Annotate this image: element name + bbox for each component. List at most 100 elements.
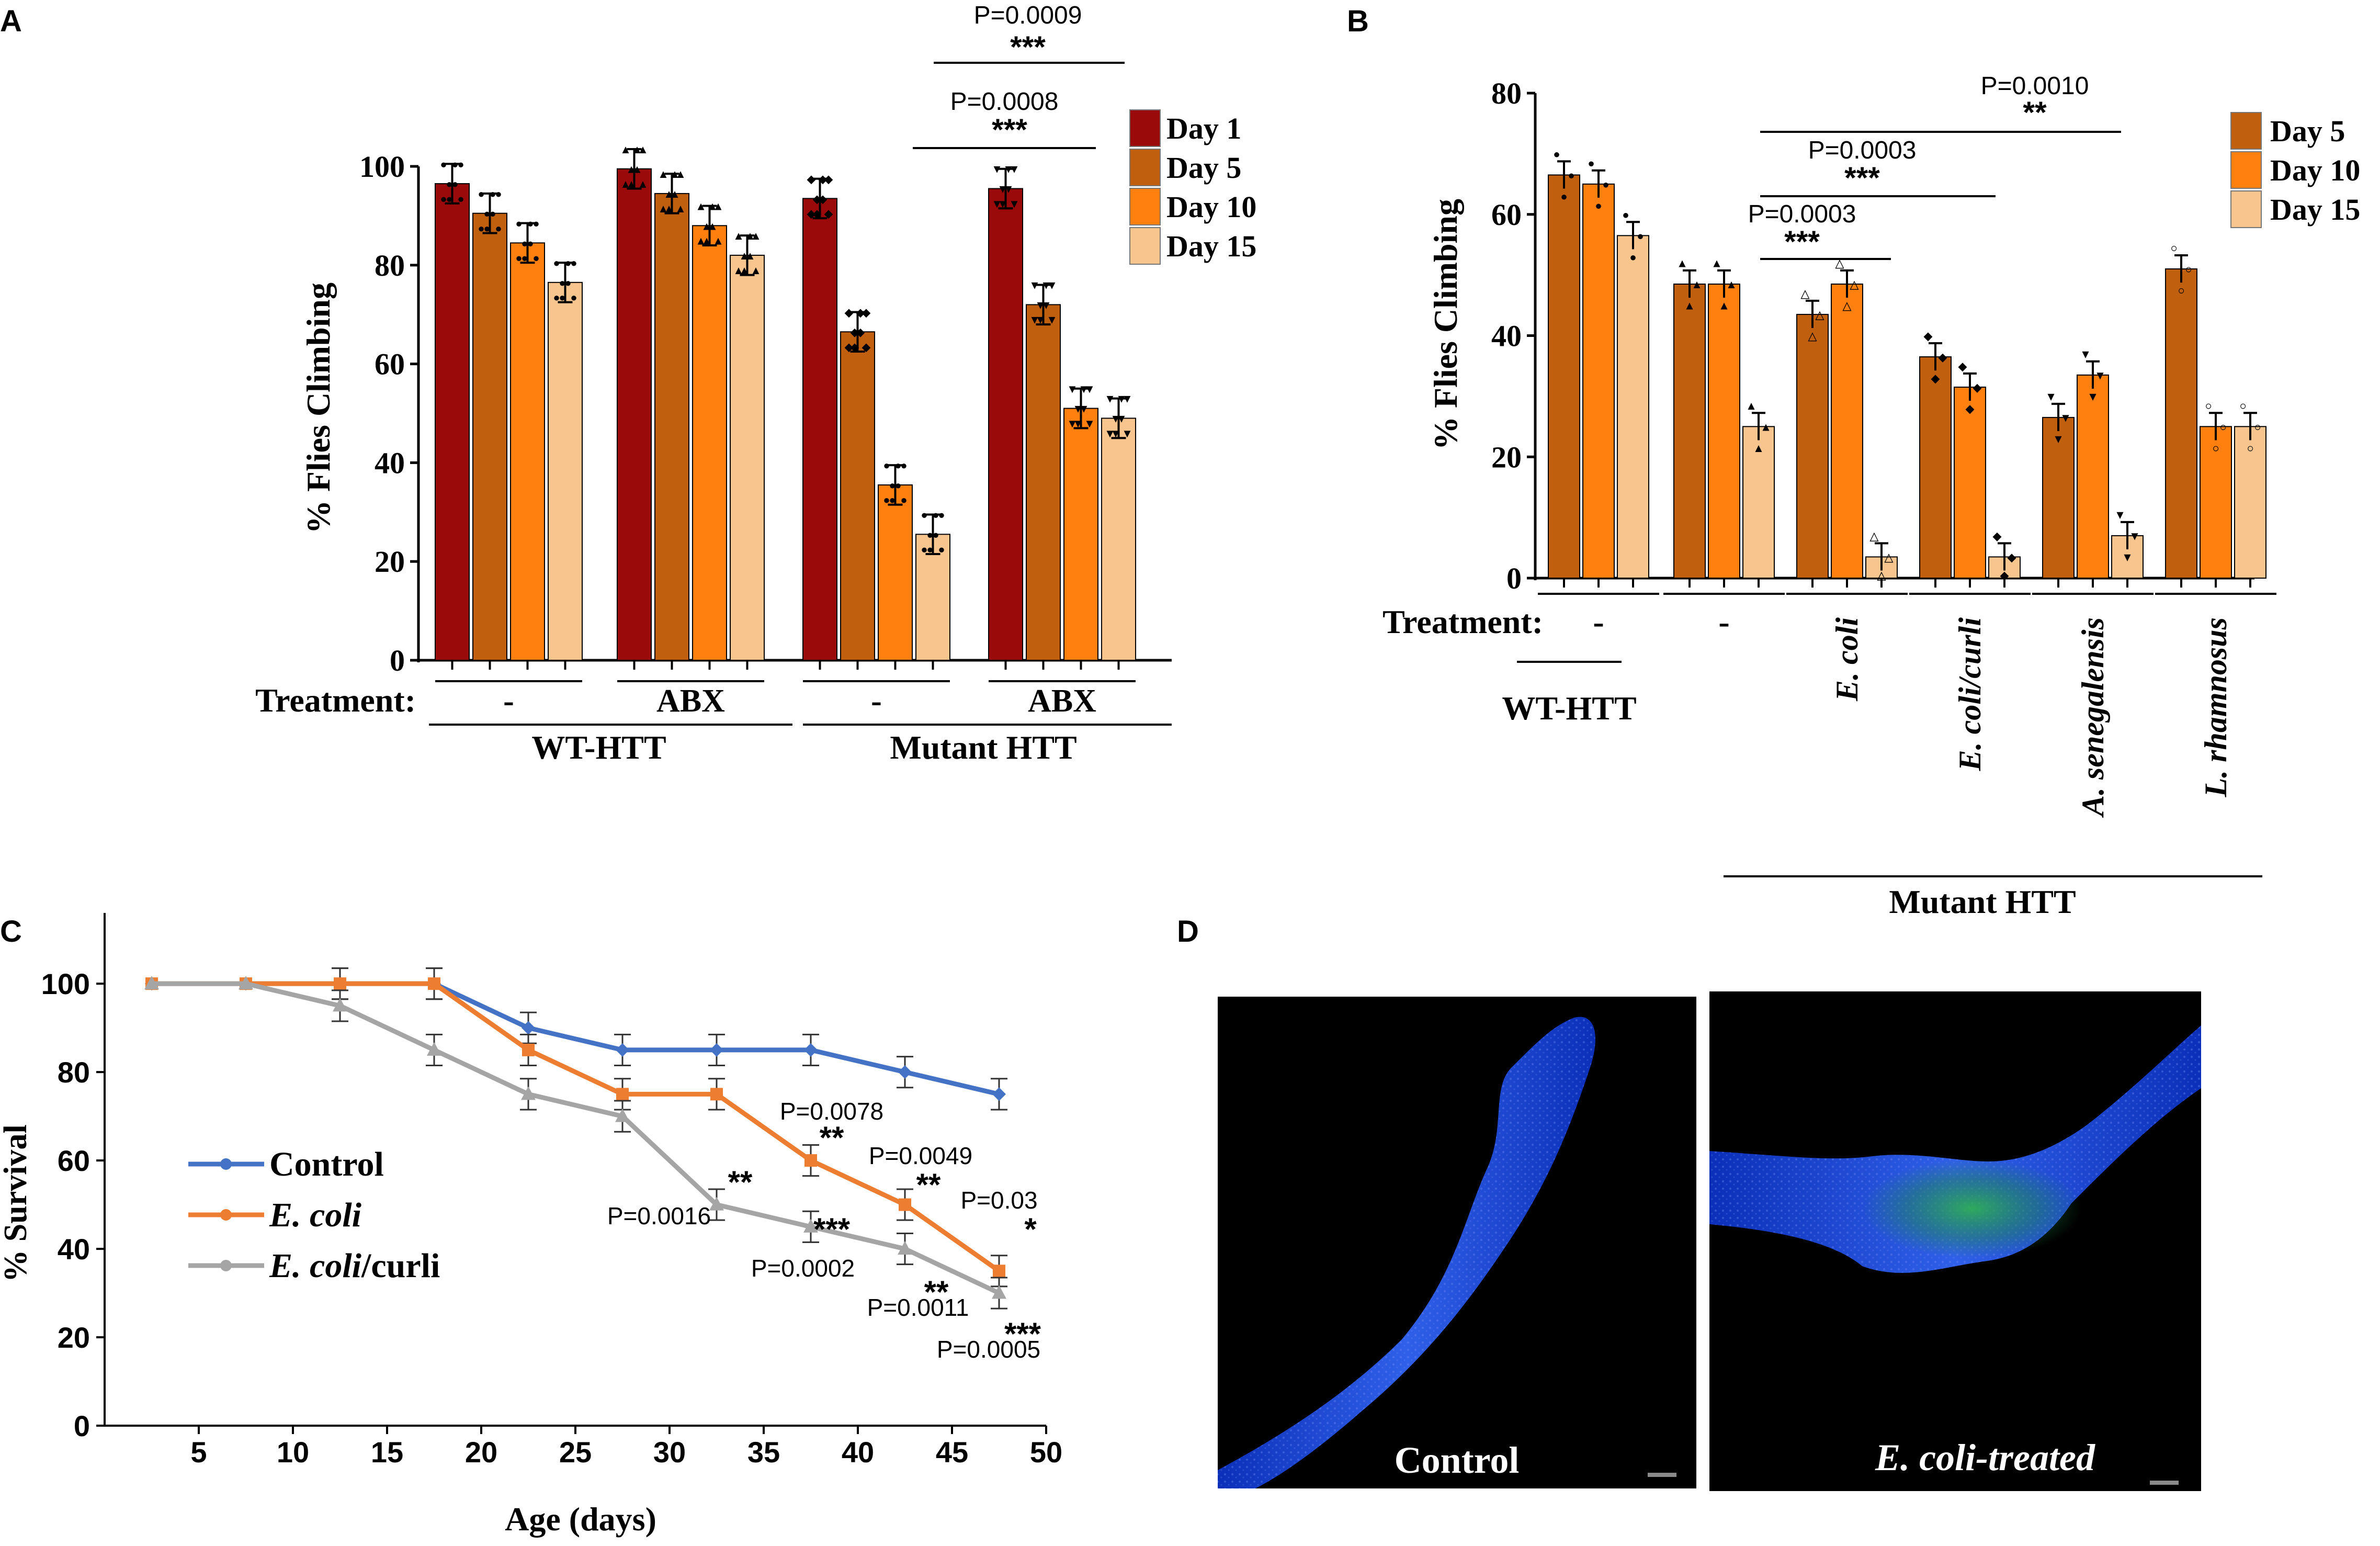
- panel-a-treatment-label-3: ABX: [1028, 683, 1096, 719]
- panel-a-legend: Day 1 Day 5 Day 10 Day 15: [1129, 109, 1256, 265]
- panel-a-data-point: ▼: [1067, 382, 1078, 396]
- panel-b-data-point: △: [1877, 569, 1886, 582]
- panel-b-data-point: △: [1801, 287, 1810, 300]
- panel-b-data-point: ◆: [1939, 351, 1947, 364]
- panel-a-y-tick-label: 60: [375, 347, 405, 381]
- panel-a-data-point: ●: [521, 236, 528, 250]
- panel-a-data-point: ●: [478, 222, 484, 235]
- panel-b-y-tick-label: 20: [1491, 440, 1522, 474]
- panel-a-data-point: ▼: [1116, 392, 1127, 405]
- panel-b-data-point: ○: [2254, 420, 2261, 433]
- panel-b-genotype-wt: WT-HTT: [1502, 690, 1636, 727]
- panel-b-data-point: ○: [2212, 442, 2219, 455]
- panel-a-data-point: ▲: [631, 143, 643, 156]
- panel-a-data-point: ▲: [750, 229, 762, 242]
- panel-b-sig-stars: ***: [1844, 161, 1880, 195]
- panel-a-data-point: ▼: [1104, 392, 1116, 405]
- panel-c-series-line: [152, 981, 1001, 1273]
- panel-c-y-tick-label: 80: [58, 1056, 90, 1089]
- panel-b-data-point: △: [1870, 529, 1879, 543]
- panel-a-bar: [472, 212, 507, 661]
- panel-a-data-point: ◆: [819, 192, 828, 205]
- panel-a-bar: [435, 183, 470, 661]
- panel-b-p-value: P=0.0010: [1981, 72, 2089, 100]
- panel-c-x-tick-label: 5: [190, 1436, 207, 1469]
- panel-c-x-tick-label: 40: [842, 1436, 874, 1469]
- panel-b-data-point: ▲: [1718, 299, 1730, 312]
- panel-a-data-point: ●: [921, 543, 927, 556]
- panel-b-data-point: ○: [2247, 442, 2253, 455]
- panel-a-data-point: ▲: [675, 167, 686, 180]
- panel-a-data-point: ●: [921, 509, 927, 522]
- panel-a-data-point: ●: [457, 192, 464, 205]
- panel-b-data-point: ●: [1568, 168, 1574, 182]
- panel-c-legend-marker: [220, 1158, 232, 1170]
- panel-b-y-axis-label: % Flies Climbing: [1427, 199, 1464, 450]
- panel-b-data-point: △: [1843, 299, 1852, 312]
- panel-a-bars: ●●●●●●●● ●●●●●●●● ●●●●●●●● ●●●●●●●●▲▲▲▲▲▲▲▲…: [435, 143, 1136, 670]
- panel-a-data-point: ▲: [620, 177, 631, 190]
- panel-a-data-point: ●: [932, 528, 939, 541]
- micrograph-control-caption: Control: [1395, 1439, 1520, 1481]
- panel-b-data-point: ◆: [1958, 359, 1967, 373]
- panel-a-data-point: ▼: [1116, 412, 1127, 425]
- panel-c-series-line: [152, 981, 1000, 1295]
- panel-a-data-point: ▼: [1040, 279, 1052, 292]
- panel-a-data-point: ▼: [1110, 412, 1121, 425]
- panel-b-data-point: △: [1877, 569, 1886, 582]
- panel-b-data-point: ▲: [1753, 442, 1764, 455]
- panel-a-data-point: ▲: [637, 177, 649, 190]
- panel-a-legend-label: Day 15: [1166, 229, 1256, 263]
- panel-a-data-point: ▲: [658, 202, 669, 215]
- panel-a-data-point: ●: [451, 177, 458, 190]
- panel-a-genotype-mutant: Mutant HTT: [890, 729, 1076, 766]
- panel-a-data-point: ◆: [845, 341, 854, 354]
- panel-c-y-tick-label: 20: [58, 1321, 90, 1354]
- panel-b-legend: Day 5 Day 10 Day 15: [2230, 112, 2360, 228]
- panel-b-data-point: ▲: [1726, 278, 1737, 291]
- panel-a-data-point: ◆: [856, 325, 865, 338]
- panel-a-data-point: ▼: [1003, 163, 1014, 176]
- panel-a-data-point: ▼: [1003, 182, 1014, 195]
- panel-b-data-point: ●: [1568, 168, 1574, 182]
- panel-c-point: [710, 1043, 723, 1057]
- panel-b-treatment-label-0: -: [1593, 603, 1604, 640]
- panel-a-group-labels: - ABX - ABX WT-HTT Mutant HTT: [429, 680, 1172, 766]
- panel-b-data-point: ○: [2247, 442, 2253, 455]
- panel-b-data-point: ○: [2178, 284, 2184, 297]
- panel-b-legend-label: Day 5: [2270, 114, 2345, 148]
- panel-b-treatment-label: Treatment:: [1382, 603, 1543, 640]
- panel-b-data-point: ▲: [1760, 420, 1772, 433]
- panel-a-p-value: P=0.0008: [950, 88, 1059, 116]
- panel-c-point: [899, 1198, 911, 1211]
- panel-label-b: B: [1347, 4, 1369, 38]
- panel-c-point: [521, 1086, 536, 1100]
- panel-c-x-tick-label: 20: [465, 1436, 497, 1469]
- scale-bar-control: [1648, 1473, 1676, 1477]
- panel-b-data-point: ●: [1602, 178, 1609, 191]
- panel-a-y-axis-label: % Flies Climbing: [300, 283, 337, 534]
- panel-b-data-point: ◆: [1973, 381, 1982, 394]
- panel-a-bar: [1026, 304, 1061, 661]
- panel-a-data-point: ▲: [663, 187, 675, 200]
- panel-b-data-point: ▲: [1711, 256, 1722, 269]
- panel-a-data-point: ◆: [856, 306, 865, 319]
- panel-c-axes: 0 20 40 60 80 100 5 10 15 20 25 30 35 40 45 50: [41, 913, 1062, 1469]
- panel-c-legend-label-suffix: /curli: [361, 1247, 440, 1285]
- panel-c-y-tick-label: 0: [74, 1409, 90, 1442]
- panel-a-data-point: ●: [440, 157, 447, 171]
- panel-a-legend-label: Day 10: [1166, 190, 1256, 224]
- panel-c-point: [144, 976, 159, 990]
- panel-b-data-point: ▼: [2122, 550, 2133, 563]
- panel-a-legend-swatch: [1129, 149, 1161, 186]
- panel-a-data-point: ●: [446, 192, 452, 205]
- panel-b-bar: [1796, 313, 1829, 579]
- panel-a-data-point: ▼: [1067, 417, 1078, 430]
- panel-b-legend-swatch: [2230, 151, 2262, 189]
- panel-a-bar: [692, 225, 727, 661]
- panel-c-series: [144, 967, 1007, 1310]
- panel-a-bar: [617, 168, 652, 661]
- panel-a-data-point: ▼: [1072, 417, 1084, 430]
- panel-b-data-point: ▼: [2045, 390, 2057, 403]
- panel-a-data-point: ▼: [1104, 427, 1116, 440]
